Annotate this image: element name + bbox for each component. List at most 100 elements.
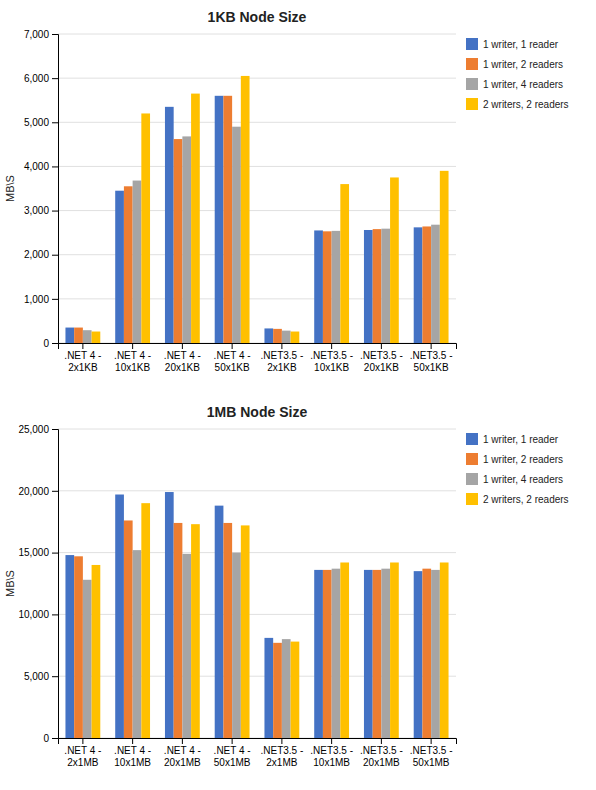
grid-line [58, 429, 456, 430]
tick: .NET3.5 -20x1MB [360, 738, 403, 768]
bar [191, 94, 200, 343]
tick-label-line: .NET3.5 - [410, 745, 453, 756]
bar [332, 231, 341, 343]
bar [165, 492, 174, 738]
tick: 25,000 [18, 424, 58, 435]
bar [65, 328, 74, 343]
tick-mark [52, 166, 58, 167]
tick-label-line: .NET 4 - [114, 350, 151, 361]
legend-label: 2 writers, 2 readers [483, 99, 569, 110]
tick-label-line: .NET 4 - [164, 745, 201, 756]
bar [182, 554, 191, 738]
tick-label: .NET3.5 -20x1KB [360, 350, 403, 373]
tick: 0 [43, 733, 58, 744]
tick-mark [52, 299, 58, 300]
tick-label: 15,000 [18, 547, 49, 558]
bar [264, 328, 273, 343]
legend-swatch [466, 453, 478, 465]
grid [58, 429, 456, 738]
bar [323, 231, 332, 343]
axis-domain [52, 430, 59, 739]
grid-line [58, 166, 456, 167]
bar [191, 524, 200, 738]
grid-line [58, 34, 456, 35]
bars [65, 76, 448, 343]
bar [282, 331, 291, 343]
bar [422, 226, 431, 343]
tick-mark [182, 343, 183, 349]
legend-swatch [466, 433, 478, 445]
bar [165, 107, 174, 343]
tick-label: 7,000 [24, 29, 49, 40]
tick-label-line: 20x1KB [165, 362, 200, 373]
grid-line [58, 122, 456, 123]
tick-mark [52, 614, 58, 615]
bar [340, 184, 349, 343]
tick-label: .NET3.5 -2x1MB [260, 745, 303, 768]
tick-mark [431, 343, 432, 349]
tick: .NET 4 -20x1KB [164, 343, 201, 373]
bar [414, 227, 423, 343]
legend-item: 1 writer, 2 readers [466, 453, 563, 465]
tick-mark [52, 78, 58, 79]
chart-canvas: 01,0002,0003,0004,0005,0006,0007,000.NET… [0, 0, 596, 790]
tick-mark [132, 343, 133, 349]
tick: .NET3.5 -10x1MB [310, 738, 353, 768]
bar [381, 229, 390, 343]
tick-mark [132, 738, 133, 744]
tick-label-line: 10x1MB [313, 757, 350, 768]
y-axis: 05,00010,00015,00020,00025,000 [18, 424, 58, 744]
bar [332, 569, 341, 738]
tick-label: .NET 4 -10x1MB [114, 745, 151, 768]
chart-panel: 05,00010,00015,00020,00025,000.NET 4 -2x… [18, 424, 456, 768]
tick: 20,000 [18, 486, 58, 497]
bar [174, 139, 183, 343]
x-axis: .NET 4 -2x1MB.NET 4 -10x1MB.NET 4 -20x1M… [59, 738, 457, 768]
tick: 6,000 [24, 73, 58, 84]
tick-mark [52, 553, 58, 554]
bar [241, 76, 250, 343]
bar [273, 643, 282, 738]
tick-label: .NET3.5 -50x1KB [410, 350, 453, 373]
bar-series [92, 76, 449, 343]
tick-mark [52, 211, 58, 212]
bar [282, 639, 291, 738]
tick: 5,000 [24, 117, 58, 128]
legend: 1 writer, 1 reader 1 writer, 2 readers 1 w… [466, 38, 569, 110]
tick-mark [52, 343, 58, 344]
tick: .NET 4 -10x1KB [114, 343, 151, 373]
legend-label: 1 writer, 1 reader [483, 39, 559, 50]
tick: .NET3.5 -2x1KB [260, 343, 303, 373]
bar [115, 495, 124, 738]
tick: .NET 4 -2x1KB [64, 343, 101, 373]
bar [390, 562, 399, 738]
tick-mark [82, 738, 83, 744]
tick-label: 20,000 [18, 486, 49, 497]
legend-swatch [466, 473, 478, 485]
legend-item: 1 writer, 4 readers [466, 78, 563, 90]
bar [232, 127, 241, 343]
legend-label: 1 writer, 2 readers [483, 59, 563, 70]
legend-label: 1 writer, 1 reader [483, 434, 559, 445]
bar [241, 525, 250, 738]
tick: 1,000 [24, 294, 58, 305]
tick: .NET3.5 -10x1KB [310, 343, 353, 373]
tick-label-line: 2x1MB [266, 757, 297, 768]
legend-swatch [466, 78, 478, 90]
bar [215, 506, 224, 738]
tick-label: .NET 4 -2x1MB [64, 745, 101, 768]
tick-label-line: 50x1MB [214, 757, 251, 768]
bar [364, 230, 373, 343]
tick-label: 5,000 [24, 117, 49, 128]
tick: 3,000 [24, 205, 58, 216]
legend-swatch [466, 98, 478, 110]
tick-label-line: 2x1KB [68, 362, 98, 373]
tick-label: .NET3.5 -20x1MB [360, 745, 403, 768]
tick-label-line: .NET3.5 - [410, 350, 453, 361]
tick-mark [52, 676, 58, 677]
tick: .NET 4 -50x1MB [214, 738, 251, 768]
tick-mark [52, 122, 58, 123]
bar [115, 191, 124, 343]
bar [431, 225, 440, 343]
tick-mark [232, 343, 233, 349]
